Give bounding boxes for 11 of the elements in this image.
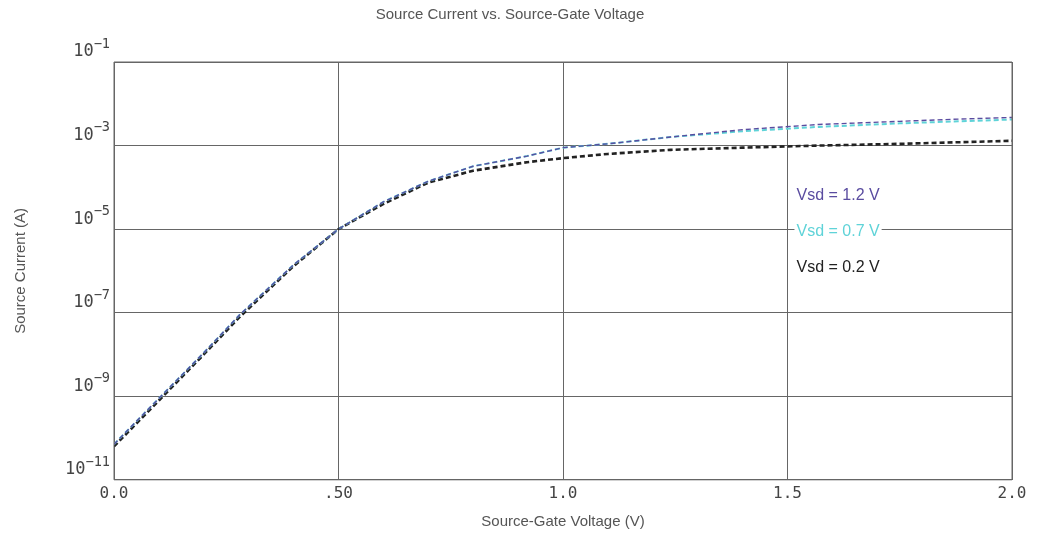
x-tick-label: 1.0 — [548, 482, 578, 502]
text: Vsd = 1.2 V — [796, 186, 880, 204]
text: Vsd = 0.2 V — [796, 258, 880, 276]
x-axis-title: Source-Gate Voltage (V) — [481, 512, 645, 530]
x-tick-label: 0.0 — [99, 482, 129, 502]
x-tick-label: .50 — [324, 482, 353, 502]
chart-title: Source Current vs. Source-Gate Voltage — [375, 5, 645, 23]
text: Vsd = 0.7 V — [796, 222, 880, 240]
x-tick-label: 2.0 — [997, 482, 1027, 502]
x-tick-label: 1.5 — [773, 482, 802, 502]
y-axis-title: Source Current (A) — [11, 207, 29, 334]
